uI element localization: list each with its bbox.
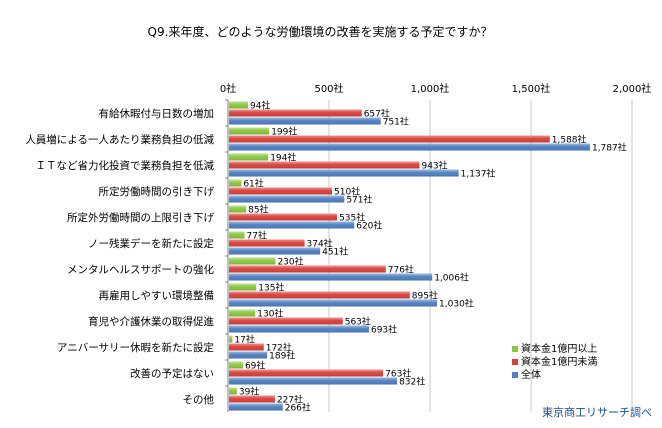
category-label: 再雇用しやすい環境整備 xyxy=(99,289,214,302)
data-label: 1,137社 xyxy=(461,168,496,180)
data-label: 230社 xyxy=(277,256,303,268)
bar-shade xyxy=(229,247,321,255)
legend-label: 全体 xyxy=(521,368,541,381)
data-label: 374社 xyxy=(307,238,333,250)
data-label: 832社 xyxy=(399,376,425,388)
bar-shade xyxy=(229,153,269,161)
category-label: アニバーサリー休暇を新たに設定 xyxy=(57,341,215,354)
bar-shade xyxy=(229,169,459,177)
bar-shade xyxy=(229,335,233,343)
data-label: 943社 xyxy=(421,160,447,172)
data-label: 535社 xyxy=(339,212,365,224)
legend-label: 資本金1億円未満 xyxy=(521,355,597,368)
legend-label: 資本金1億円以上 xyxy=(521,342,597,355)
data-label: 1,006社 xyxy=(434,272,469,284)
data-label: 1,787社 xyxy=(592,142,627,154)
bar-shade xyxy=(229,351,268,359)
data-label: 130社 xyxy=(257,308,283,320)
data-label: 85社 xyxy=(248,204,268,216)
tick-label: 1,000社 xyxy=(411,82,450,95)
legend-swatch xyxy=(512,346,518,352)
bar-shade xyxy=(229,299,438,307)
bar-shade xyxy=(229,109,362,117)
bar-shade xyxy=(229,343,264,351)
data-label: 693社 xyxy=(371,324,397,336)
data-label: 510社 xyxy=(334,186,360,198)
data-label: 763社 xyxy=(385,368,411,380)
category-label: 所定外労働時間の上限引き下げ xyxy=(67,211,214,224)
data-label: 1,030社 xyxy=(439,298,474,310)
bar-shade xyxy=(229,179,242,187)
category-label: その他 xyxy=(183,393,215,406)
data-label: 571社 xyxy=(346,194,372,206)
bar-shade xyxy=(229,135,550,143)
data-label: 172社 xyxy=(266,342,292,354)
bar-shade xyxy=(229,127,270,135)
data-label: 451社 xyxy=(322,246,348,258)
source-note: 東京商工リサーチ調べ xyxy=(542,405,652,419)
legend-swatch xyxy=(512,372,518,378)
bar-shade xyxy=(229,403,283,411)
data-label: 776社 xyxy=(388,264,414,276)
data-label: 266社 xyxy=(285,402,311,414)
data-label: 194社 xyxy=(270,152,296,164)
tick-label: 1,500社 xyxy=(512,82,551,95)
bar-shade xyxy=(229,265,386,273)
data-label: 77社 xyxy=(247,230,267,242)
bar-shade xyxy=(229,195,345,203)
bar-shade xyxy=(229,309,256,317)
data-label: 94社 xyxy=(250,100,270,112)
bar-shade xyxy=(229,187,333,195)
data-label: 69社 xyxy=(245,360,265,372)
bar-shade xyxy=(229,257,276,265)
bar-shade xyxy=(229,213,338,221)
bar-shade xyxy=(229,143,590,151)
category-label: 改善の予定はない xyxy=(130,367,214,380)
bar-shade xyxy=(229,231,245,239)
category-label: 所定労働時間の引き下げ xyxy=(99,185,215,198)
bar-shade xyxy=(229,317,343,325)
bar-shade xyxy=(229,221,355,229)
bar-shade xyxy=(229,273,433,281)
bar-shade xyxy=(229,161,420,169)
bar-shade xyxy=(229,101,248,109)
bar-shade xyxy=(229,377,398,385)
bar-shade xyxy=(229,395,275,403)
data-label: 620社 xyxy=(356,220,382,232)
data-label: 135社 xyxy=(258,282,284,294)
category-label: メンタルヘルスサポートの強化 xyxy=(67,263,214,276)
category-label: ノー残業デーを新たに設定 xyxy=(88,237,214,250)
bar-shade xyxy=(229,291,410,299)
data-label: 17社 xyxy=(234,334,254,346)
data-label: 751社 xyxy=(383,116,409,128)
category-label: 育児や介護休業の取得促進 xyxy=(88,315,214,328)
bar-shade xyxy=(229,325,369,333)
data-label: 657社 xyxy=(364,108,390,120)
chart-title: Q9.来年度、どのような労働環境の改善を実施する予定ですか？ xyxy=(148,24,493,39)
data-label: 199社 xyxy=(271,126,297,138)
bar-shade xyxy=(229,361,243,369)
bar-shade xyxy=(229,369,384,377)
category-label: ＩＴなど省力化投資で業務負担を低減 xyxy=(36,159,215,172)
data-label: 227社 xyxy=(277,394,303,406)
category-label: 人員増による一人あたり業務負担の低減 xyxy=(25,133,214,146)
data-label: 39社 xyxy=(239,386,259,398)
data-label: 895社 xyxy=(412,290,438,302)
legend-swatch xyxy=(512,359,518,365)
tick-label: 2,000社 xyxy=(613,82,652,95)
data-label: 563社 xyxy=(345,316,371,328)
tick-label: 500社 xyxy=(314,82,343,95)
data-label: 61社 xyxy=(243,178,263,190)
category-label: 有給休暇付与日数の増加 xyxy=(99,107,215,120)
data-label: 189社 xyxy=(269,350,295,362)
bar-shade xyxy=(229,239,305,247)
data-label: 1,588社 xyxy=(552,134,587,146)
bar-shade xyxy=(229,387,237,395)
tick-label: 0社 xyxy=(220,82,236,95)
bar-shade xyxy=(229,283,257,291)
bar-shade xyxy=(229,205,247,213)
bar-shade xyxy=(229,117,381,125)
